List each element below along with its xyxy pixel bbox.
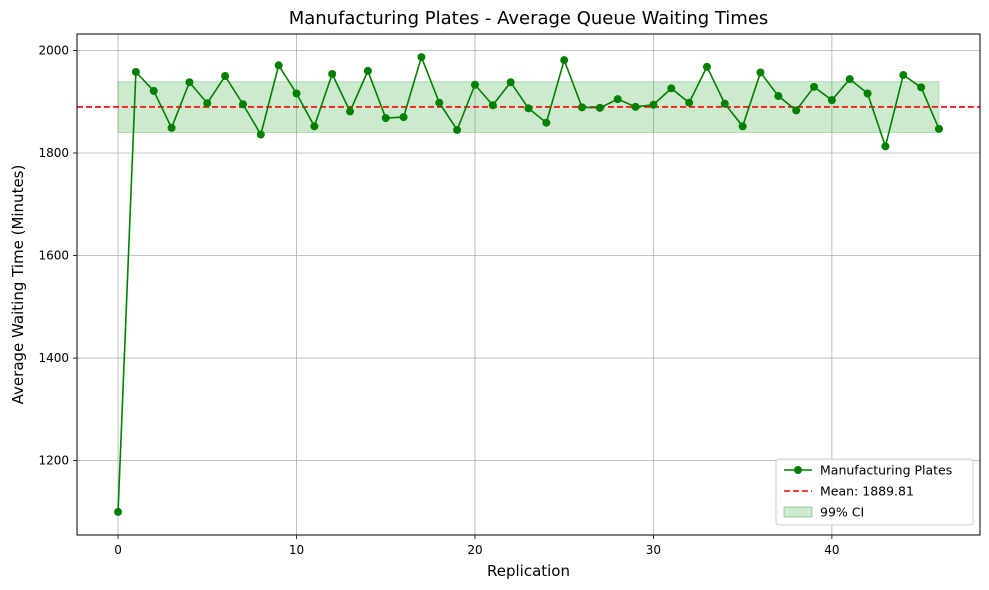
chart-title: Manufacturing Plates - Average Queue Wai…	[289, 8, 769, 29]
x-tick-label: 40	[824, 543, 839, 557]
data-point	[131, 67, 140, 76]
legend-box	[775, 458, 974, 526]
y-tick-label: 2000	[38, 43, 69, 57]
data-point	[595, 103, 604, 112]
data-point	[578, 103, 587, 112]
data-point	[810, 82, 819, 91]
x-tick-label: 10	[289, 543, 304, 557]
data-point	[167, 123, 176, 132]
legend-ci-swatch	[783, 506, 813, 518]
x-axis-label: Replication	[487, 562, 570, 580]
data-point	[256, 130, 265, 139]
data-point	[863, 89, 872, 98]
data-point	[185, 78, 194, 87]
grid-lines	[77, 34, 980, 535]
data-point	[542, 118, 551, 127]
legend-ci-label: 99% CI	[820, 505, 864, 520]
data-point	[310, 122, 319, 131]
data-point	[899, 71, 908, 80]
y-tick-label: 1400	[38, 351, 69, 365]
legend-mean-label: Mean: 1889.81	[820, 484, 914, 499]
data-point	[363, 66, 372, 75]
data-point	[934, 124, 943, 133]
x-tick-label: 0	[114, 543, 122, 557]
plot-frame	[76, 33, 981, 536]
data-point	[221, 72, 230, 81]
data-point	[881, 142, 890, 151]
data-point	[292, 89, 301, 98]
data-point	[720, 99, 729, 108]
data-point	[613, 95, 622, 104]
legend-series-label: Manufacturing Plates	[820, 463, 952, 478]
data-point	[631, 102, 640, 111]
data-point	[845, 75, 854, 84]
data-point	[470, 80, 479, 89]
data-point	[274, 61, 283, 70]
data-point	[203, 99, 212, 108]
data-point	[685, 98, 694, 107]
y-tick-label: 1200	[38, 454, 69, 468]
data-point	[488, 101, 497, 110]
axis-ticks: 0 10 20 30 40 1200 1400 1600 1800 2000	[38, 43, 839, 557]
legend: Manufacturing Plates Mean: 1889.81 99% C…	[775, 458, 974, 526]
data-point	[399, 113, 408, 122]
x-tick-label: 30	[646, 543, 661, 557]
data-point	[827, 96, 836, 105]
data-point	[702, 62, 711, 71]
data-point	[435, 98, 444, 107]
data-point	[149, 86, 158, 95]
data-point	[560, 56, 569, 65]
x-tick-label: 20	[467, 543, 482, 557]
legend-series-marker	[794, 466, 802, 474]
data-point	[756, 68, 765, 77]
data-point	[346, 107, 355, 116]
data-point	[774, 92, 783, 101]
data-point	[238, 100, 247, 109]
y-tick-label: 1600	[38, 249, 69, 263]
data-point	[417, 53, 426, 62]
data-point	[649, 100, 658, 109]
series-layer	[114, 53, 943, 516]
data-point	[114, 507, 123, 516]
data-point	[792, 106, 801, 115]
data-point	[917, 83, 926, 92]
data-point	[381, 114, 390, 123]
y-axis-label: Average Waiting Time (Minutes)	[9, 165, 27, 405]
data-point	[524, 104, 533, 113]
data-point	[738, 122, 747, 131]
data-point	[328, 69, 337, 78]
data-point	[667, 84, 676, 93]
data-point	[453, 125, 462, 134]
data-point	[506, 78, 515, 87]
y-tick-label: 1800	[38, 146, 69, 160]
